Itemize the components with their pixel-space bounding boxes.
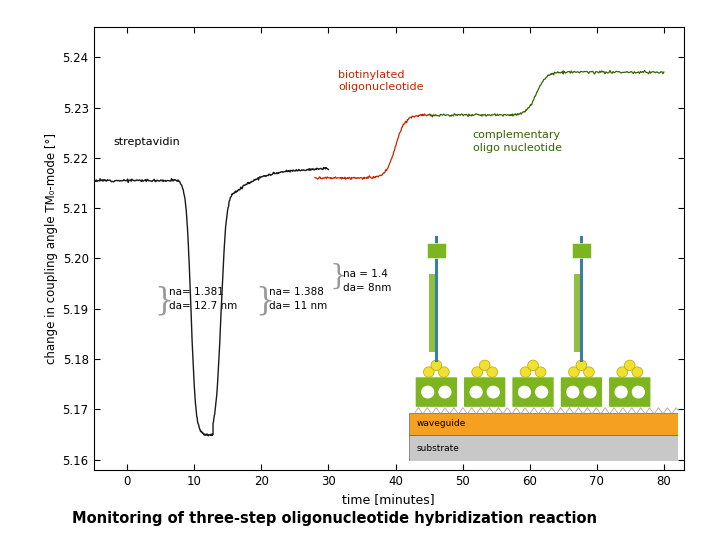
Text: biotinylated
oligonucleotide: biotinylated oligonucleotide (338, 70, 424, 92)
Text: streptavidin: streptavidin (114, 137, 181, 147)
Text: }: } (154, 286, 174, 317)
X-axis label: time [minutes]: time [minutes] (343, 493, 435, 506)
Text: }: } (255, 286, 274, 317)
Text: }: } (330, 262, 347, 289)
Text: na = 1.4
da= 8nm: na = 1.4 da= 8nm (343, 269, 392, 293)
Text: na= 1.381
da= 12.7 nm: na= 1.381 da= 12.7 nm (168, 287, 237, 310)
Y-axis label: change in coupling angle TM₀-mode [°]: change in coupling angle TM₀-mode [°] (45, 133, 58, 364)
Text: na= 1.388
da= 11 nm: na= 1.388 da= 11 nm (269, 287, 328, 310)
Text: Monitoring of three-step oligonucleotide hybridization reaction: Monitoring of three-step oligonucleotide… (72, 511, 597, 526)
Text: complementary
oligo nucleotide: complementary oligo nucleotide (472, 130, 562, 153)
